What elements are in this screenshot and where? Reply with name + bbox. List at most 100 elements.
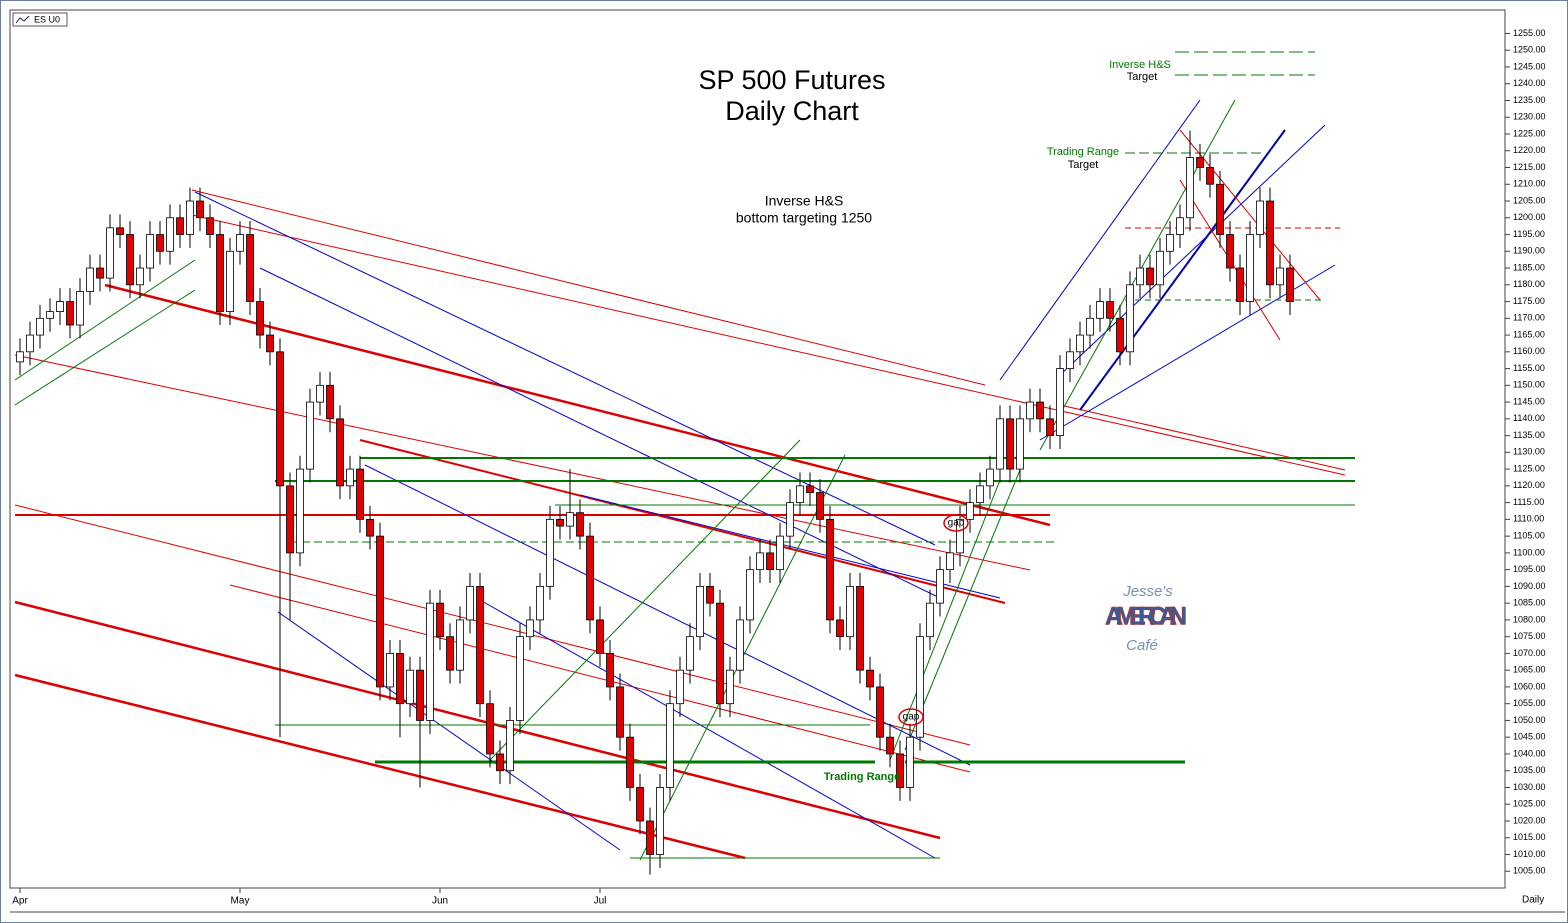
trend-line bbox=[14, 504, 971, 746]
candle-body bbox=[906, 736, 914, 788]
annotation: bottom targeting 1250 bbox=[736, 210, 872, 226]
candle-body bbox=[836, 619, 844, 638]
y-tick-label: 1180.00 bbox=[1513, 279, 1545, 289]
candle-body bbox=[456, 619, 464, 671]
trend-line bbox=[1039, 264, 1336, 441]
y-tick-label: 1210.00 bbox=[1513, 179, 1546, 189]
candle-body bbox=[486, 703, 494, 755]
title-line: SP 500 Futures bbox=[698, 65, 885, 95]
candle-body bbox=[776, 535, 784, 571]
y-tick-label: 1240.00 bbox=[1513, 78, 1546, 88]
candle-body bbox=[1016, 418, 1024, 470]
candle-body bbox=[386, 653, 394, 688]
candle-body bbox=[516, 636, 524, 721]
candle-body bbox=[1266, 200, 1274, 286]
candle-body bbox=[106, 227, 114, 279]
y-tick-label: 1215.00 bbox=[1513, 162, 1546, 172]
candle-body bbox=[406, 669, 414, 705]
y-tick-label: 1010.00 bbox=[1513, 849, 1546, 859]
y-tick-label: 1035.00 bbox=[1513, 765, 1546, 775]
candle-body bbox=[286, 485, 294, 554]
candle-body bbox=[566, 512, 574, 527]
logo: Jesse's AMERICAIN Café bbox=[1105, 583, 1188, 654]
candle-body bbox=[436, 602, 444, 638]
y-tick-label: 1150.00 bbox=[1513, 380, 1545, 390]
annotation: Inverse H&S bbox=[765, 193, 844, 209]
candle-body bbox=[426, 602, 434, 721]
gap-marker bbox=[943, 514, 969, 532]
candle-body bbox=[666, 703, 674, 788]
y-tick-label: 1020.00 bbox=[1513, 815, 1546, 825]
candle-body bbox=[196, 200, 204, 219]
y-tick-label: 1095.00 bbox=[1513, 564, 1546, 574]
candle-body bbox=[246, 234, 254, 302]
candle-body bbox=[296, 468, 304, 554]
candle-body bbox=[96, 267, 104, 279]
candle-body bbox=[476, 585, 484, 705]
candle-body bbox=[846, 585, 854, 638]
y-tick-label: 1185.00 bbox=[1513, 262, 1545, 272]
gap-marker bbox=[898, 708, 924, 726]
y-tick-label: 1065.00 bbox=[1513, 665, 1546, 675]
candle-body bbox=[376, 535, 384, 688]
candle-body bbox=[716, 602, 724, 705]
y-tick-label: 1040.00 bbox=[1513, 748, 1546, 758]
candle-body bbox=[256, 301, 264, 336]
candle-body bbox=[606, 653, 614, 688]
y-tick-label: 1090.00 bbox=[1513, 581, 1546, 591]
candle-body bbox=[326, 384, 334, 420]
candle-body bbox=[736, 619, 744, 671]
candle-body bbox=[1026, 401, 1034, 420]
candle-body bbox=[1046, 418, 1054, 436]
annotation: gap bbox=[948, 518, 965, 529]
y-tick-label: 1200.00 bbox=[1513, 212, 1546, 222]
y-tick-label: 1050.00 bbox=[1513, 715, 1546, 725]
candle-body bbox=[936, 569, 944, 604]
candle-body bbox=[276, 351, 284, 487]
candle-body bbox=[496, 753, 504, 772]
trend-line bbox=[14, 259, 196, 381]
candle-body bbox=[76, 291, 84, 326]
trend-lines bbox=[14, 51, 1355, 861]
candle-body bbox=[996, 418, 1004, 470]
candle-body bbox=[866, 669, 874, 688]
candle-body bbox=[1096, 301, 1104, 319]
candle-body bbox=[116, 227, 124, 235]
plot-area bbox=[9, 9, 1506, 889]
y-tick-label: 1140.00 bbox=[1513, 413, 1545, 423]
candle-body bbox=[1286, 267, 1294, 302]
candle-body bbox=[1086, 317, 1094, 336]
candle-body bbox=[756, 552, 764, 571]
candle-body bbox=[166, 217, 174, 252]
trend-line bbox=[14, 600, 941, 840]
annotation: Target bbox=[1127, 71, 1158, 83]
candle-body bbox=[186, 200, 194, 235]
y-tick-label: 1205.00 bbox=[1513, 195, 1546, 205]
title-line: Daily Chart bbox=[725, 96, 859, 126]
candle-body bbox=[1006, 418, 1014, 470]
candle-body bbox=[926, 602, 934, 638]
logo-text: AMERICAIN bbox=[1105, 603, 1187, 631]
candle-body bbox=[266, 334, 274, 353]
annotation: gap bbox=[903, 712, 920, 723]
y-tick-label: 1110.00 bbox=[1513, 514, 1544, 524]
candle-body bbox=[66, 301, 74, 326]
y-tick-label: 1115.00 bbox=[1513, 497, 1544, 507]
candle-body bbox=[16, 351, 24, 363]
annotation: Trading Range bbox=[824, 771, 900, 783]
trend-line bbox=[889, 479, 1001, 761]
candle-body bbox=[1166, 234, 1174, 252]
candle-body bbox=[1256, 200, 1264, 235]
y-tick-label: 1085.00 bbox=[1513, 598, 1546, 608]
trend-line bbox=[479, 599, 936, 859]
candle-body bbox=[366, 518, 374, 537]
trend-line bbox=[489, 439, 801, 761]
candle-body bbox=[576, 512, 584, 537]
candle-body bbox=[726, 669, 734, 705]
candle-body bbox=[1116, 317, 1124, 353]
candle-body bbox=[176, 217, 184, 235]
candle-body bbox=[1076, 334, 1084, 353]
y-tick-label: 1075.00 bbox=[1513, 631, 1546, 641]
candle-body bbox=[136, 267, 144, 286]
y-tick-label: 1220.00 bbox=[1513, 145, 1546, 155]
